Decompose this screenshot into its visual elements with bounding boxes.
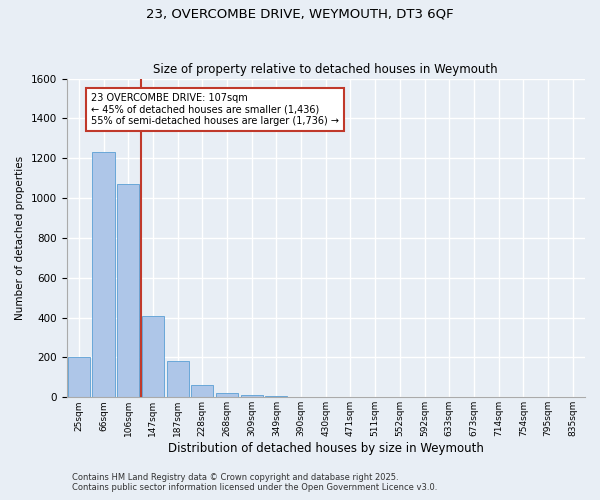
Bar — [241, 396, 263, 398]
Bar — [167, 362, 189, 398]
Text: 23, OVERCOMBE DRIVE, WEYMOUTH, DT3 6QF: 23, OVERCOMBE DRIVE, WEYMOUTH, DT3 6QF — [146, 8, 454, 20]
Bar — [216, 394, 238, 398]
Text: Contains HM Land Registry data © Crown copyright and database right 2025.
Contai: Contains HM Land Registry data © Crown c… — [72, 473, 437, 492]
X-axis label: Distribution of detached houses by size in Weymouth: Distribution of detached houses by size … — [168, 442, 484, 455]
Bar — [191, 386, 214, 398]
Title: Size of property relative to detached houses in Weymouth: Size of property relative to detached ho… — [154, 63, 498, 76]
Bar — [142, 316, 164, 398]
Bar — [92, 152, 115, 398]
Bar — [117, 184, 139, 398]
Y-axis label: Number of detached properties: Number of detached properties — [15, 156, 25, 320]
Text: 23 OVERCOMBE DRIVE: 107sqm
← 45% of detached houses are smaller (1,436)
55% of s: 23 OVERCOMBE DRIVE: 107sqm ← 45% of deta… — [91, 92, 339, 126]
Bar — [68, 358, 90, 398]
Bar — [265, 396, 287, 398]
